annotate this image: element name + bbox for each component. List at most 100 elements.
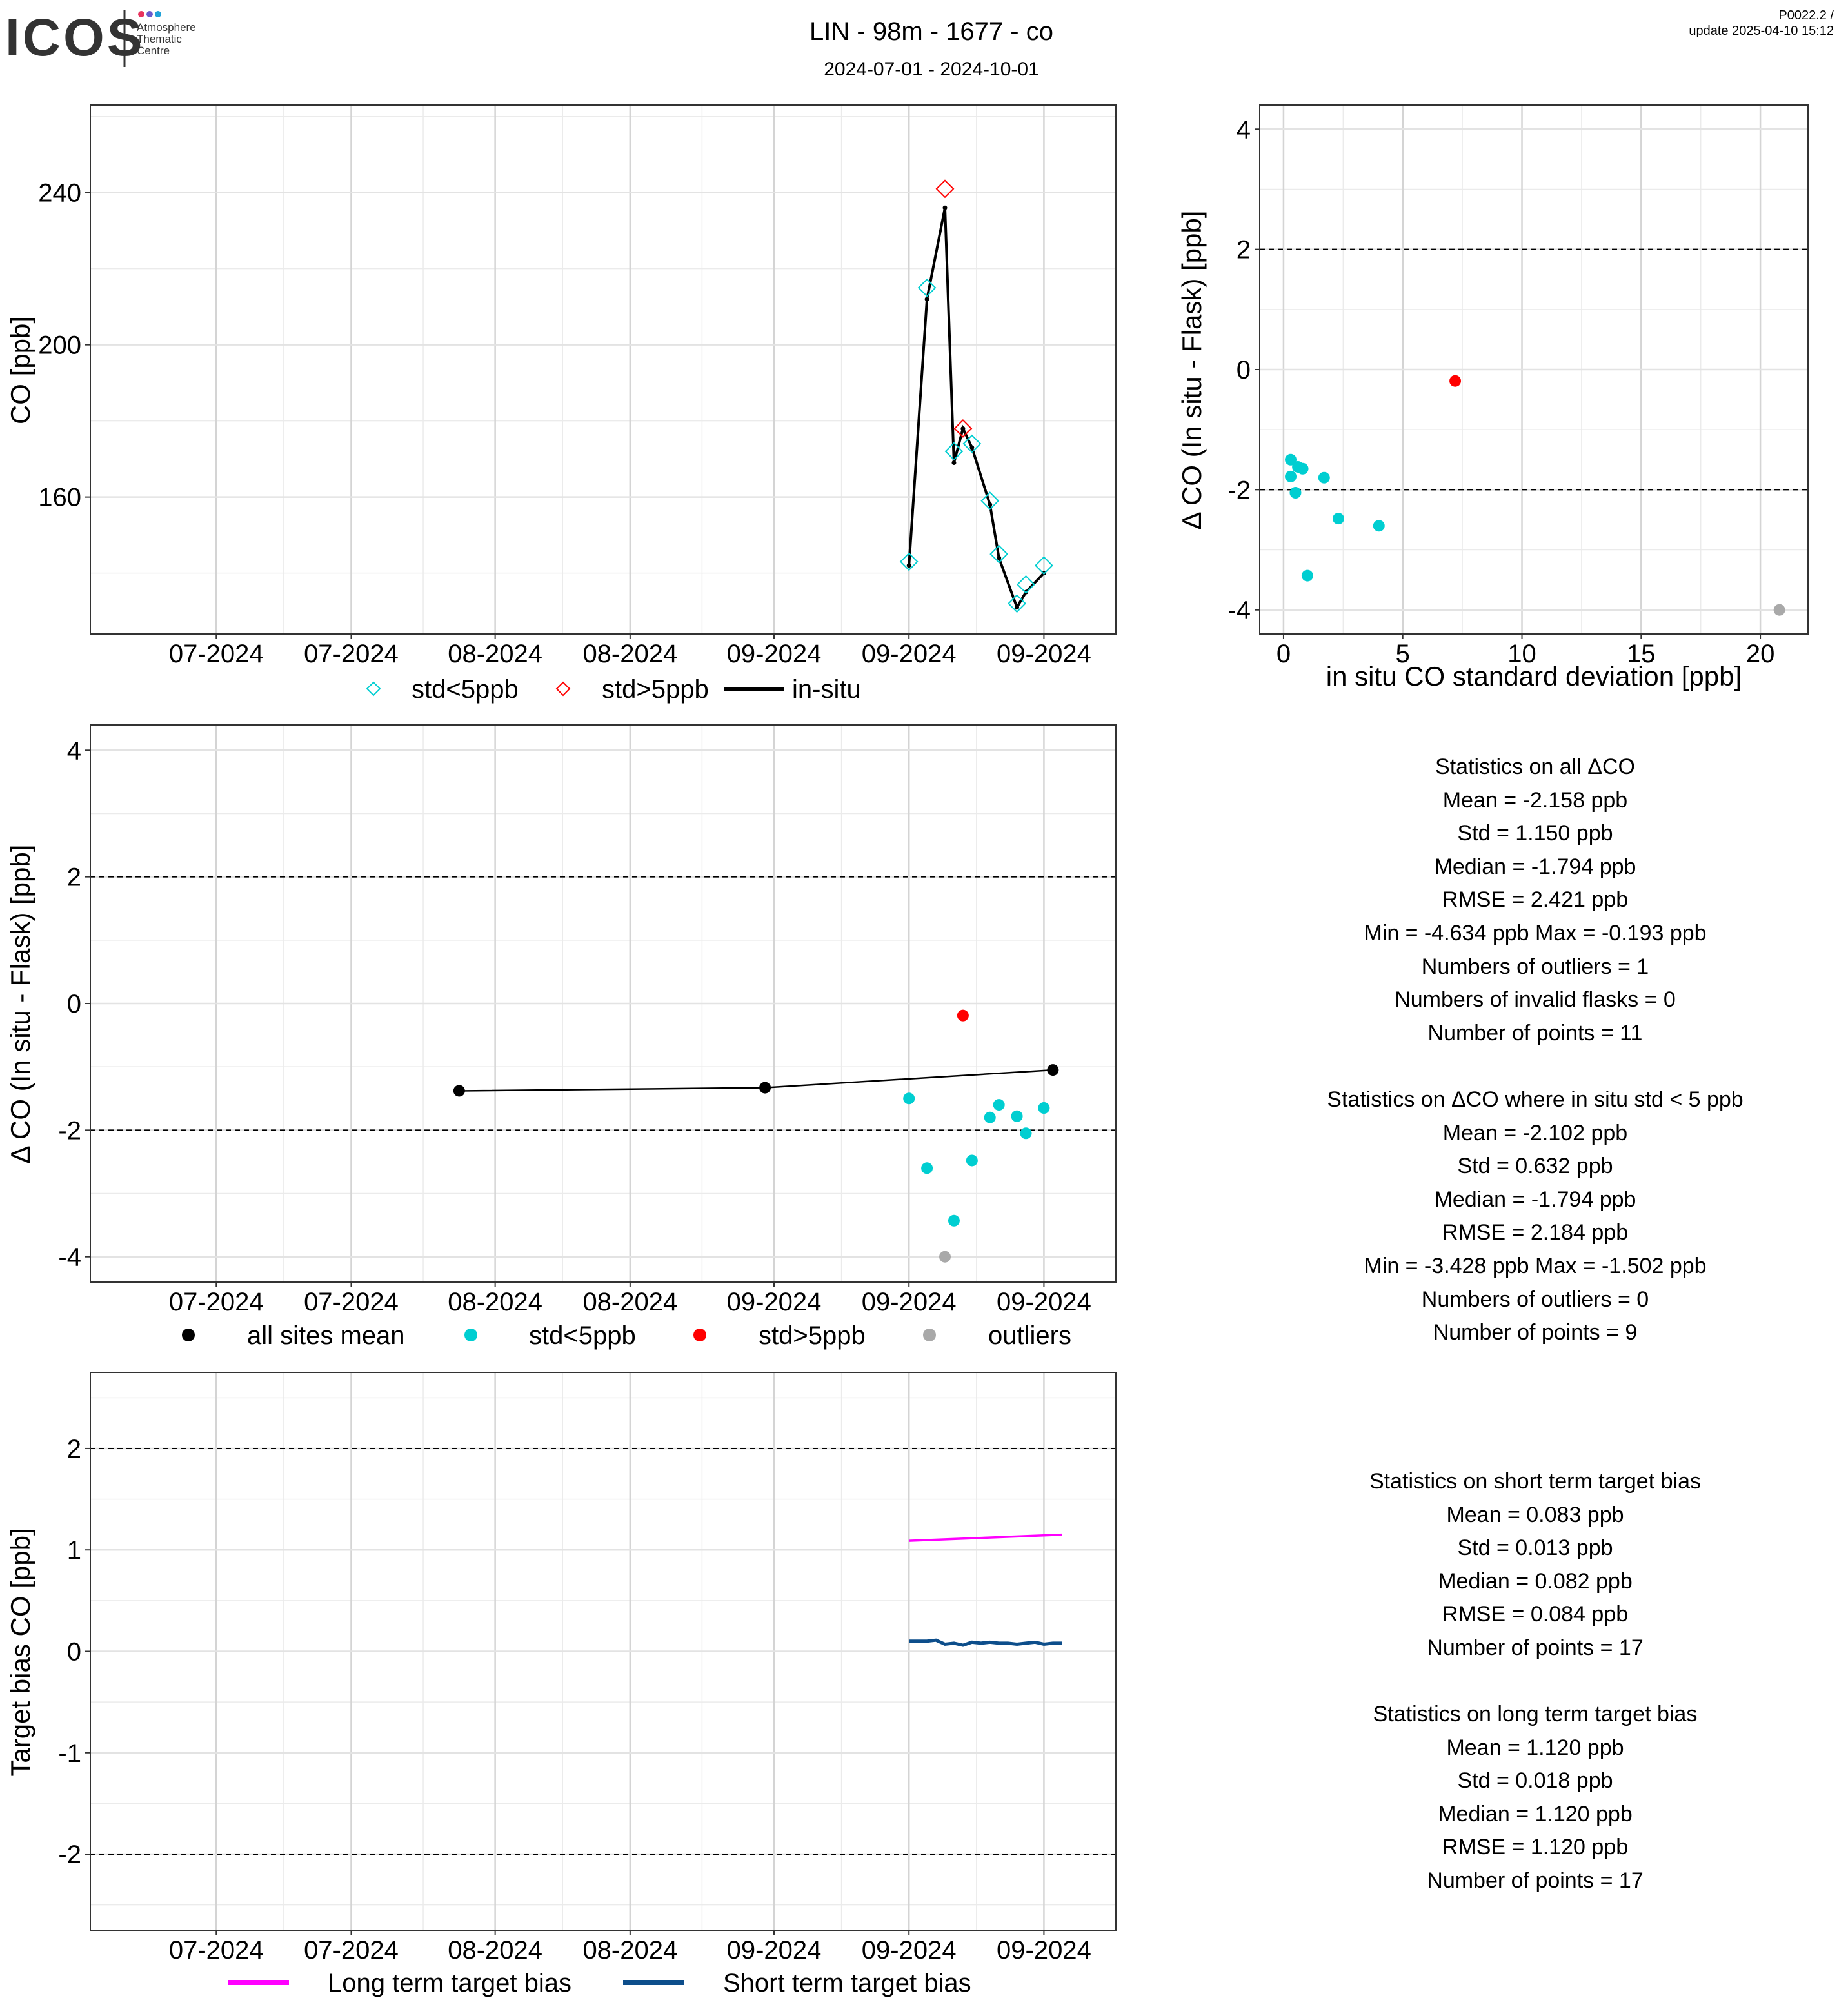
x-tick-label: 09-2024 (862, 1288, 957, 1316)
logo-dot-red (138, 11, 144, 17)
stats-line: Number of points = 11 (1427, 1020, 1643, 1045)
page-title: LIN - 98m - 1677 - co (810, 17, 1053, 46)
std-gt5-marker (935, 179, 955, 199)
logo-text: ICOS (5, 8, 144, 67)
stats-line: Median = 0.082 ppb (1438, 1568, 1633, 1594)
product-code: P0022.2 / (1778, 8, 1834, 23)
stats-short-term-bias: Statistics on short term target bias Mea… (1277, 1465, 1793, 1665)
delta-ylabel: Δ CO (In situ - Flask) [ppb] (5, 845, 35, 1164)
std-lt5-point (948, 1214, 960, 1227)
std-lt5-point (903, 1092, 915, 1105)
all-sites-mean-point (759, 1082, 771, 1094)
stats-line: Number of points = 17 (1427, 1868, 1644, 1893)
x-tick-label: 09-2024 (997, 1288, 1091, 1316)
delta-legend: all sites mean std<5ppb std>5ppb outlier… (182, 1321, 1071, 1350)
x-tick-label: 07-2024 (304, 1936, 399, 1964)
stats-line: Min = -4.634 ppb Max = -0.193 ppb (1364, 920, 1707, 945)
stats-title: Statistics on all ΔCO (1435, 755, 1635, 779)
legend-marker-std-lt5 (464, 1329, 477, 1341)
std-lt5-point (1289, 487, 1302, 499)
y-tick-label: 2 (67, 864, 81, 892)
stats-line: Number of points = 9 (1433, 1320, 1638, 1345)
stats-title: Statistics on ΔCO where in situ std < 5 … (1327, 1087, 1744, 1112)
y-tick-label: -2 (1227, 476, 1251, 504)
stats-line: Numbers of outliers = 1 (1421, 954, 1649, 979)
y-tick-label: 4 (1237, 115, 1251, 144)
short-term-bias-line (909, 1638, 1062, 1647)
y-tick-label: -1 (58, 1739, 81, 1768)
in-situ-point (942, 205, 948, 210)
x-tick-label: 09-2024 (727, 1936, 822, 1964)
stats-line: RMSE = 2.421 ppb (1442, 887, 1629, 913)
stats-long-term-bias: Statistics on long term target bias Mean… (1277, 1698, 1793, 1898)
stats-line: Median = 1.120 ppb (1438, 1801, 1633, 1826)
std-lt5-point (966, 1154, 978, 1167)
y-tick-label: 240 (38, 179, 81, 208)
stats-line: Numbers of outliers = 0 (1421, 1287, 1649, 1312)
std-lt5-point (984, 1111, 996, 1123)
in-situ-point (960, 426, 966, 431)
stats-line: Number of points = 17 (1427, 1635, 1644, 1660)
co-timeseries-panel: 160 200 240 07-2024 07-2024 08-2024 08-2024 09-… (38, 104, 1117, 668)
std-lt5-point (1285, 453, 1297, 466)
y-tick-label: 0 (1237, 356, 1251, 384)
x-tick-label: 08-2024 (448, 1288, 542, 1316)
stats-line: RMSE = 0.084 ppb (1442, 1602, 1629, 1627)
x-tick-label: 0 (1277, 640, 1291, 668)
legend-marker-all-sites-mean (182, 1329, 195, 1341)
std-lt5-point (993, 1099, 1005, 1111)
co-ylabel: CO [ppb] (5, 316, 35, 424)
stats-line: RMSE = 1.120 ppb (1442, 1835, 1629, 1860)
all-sites-mean-point (453, 1085, 465, 1097)
legend-label-std-lt5: std<5ppb (529, 1321, 636, 1350)
std-lt5-marker (917, 278, 937, 297)
logo-sub-2: Thematic (137, 33, 182, 45)
x-tick-label: 08-2024 (582, 1936, 677, 1964)
std-lt5-marker (980, 491, 1000, 510)
in-situ-point (988, 502, 993, 507)
std-gt5-point (1449, 375, 1462, 387)
std-lt5-marker (962, 434, 982, 453)
in-situ-point (951, 460, 957, 466)
stats-line: Numbers of invalid flasks = 0 (1395, 987, 1676, 1013)
logo-dot-blue (155, 11, 161, 17)
x-tick-label: 20 (1746, 640, 1775, 668)
logo-sub-3: Centre (137, 44, 170, 57)
legend-marker-outliers (923, 1329, 936, 1341)
std-lt5-point (1332, 513, 1344, 525)
stats-line: Min = -3.428 ppb Max = -1.502 ppb (1364, 1253, 1707, 1278)
bias-ylabel: Target bias CO [ppb] (5, 1528, 35, 1776)
std-lt5-marker (899, 552, 919, 571)
x-tick-label: 10 (1507, 640, 1536, 668)
scatter-ylabel: Δ CO (In situ - Flask) [ppb] (1177, 211, 1207, 530)
y-tick-label: -4 (1227, 597, 1251, 625)
stats-line: Mean = -2.102 ppb (1442, 1120, 1628, 1145)
std-lt5-point (1297, 462, 1309, 475)
legend-marker-std-gt5 (693, 1329, 706, 1341)
x-tick-label: 09-2024 (862, 1936, 957, 1964)
in-situ-point (969, 445, 975, 450)
std-lt5-point (1301, 569, 1313, 582)
legend-marker-std-gt5 (555, 681, 571, 697)
legend-marker-std-lt5 (366, 681, 381, 697)
std-lt5-point (1318, 471, 1330, 484)
y-tick-label: -2 (58, 1841, 81, 1869)
stats-delta-std5: Statistics on ΔCO where in situ std < 5 … (1277, 1083, 1793, 1350)
long-term-bias-line (909, 1533, 1062, 1542)
x-tick-label: 07-2024 (169, 640, 264, 668)
plot-border (90, 104, 1117, 635)
x-tick-label: 08-2024 (448, 640, 542, 668)
stats-title: Statistics on long term target bias (1373, 1702, 1698, 1726)
logo-sub-1: Atmosphere (137, 21, 196, 34)
y-tick-label: -2 (58, 1116, 81, 1145)
y-tick-label: -4 (58, 1243, 81, 1272)
stats-line: Mean = 1.120 ppb (1446, 1735, 1624, 1760)
update-timestamp: update 2025-04-10 15:12 (1689, 24, 1834, 38)
legend-label-in-situ: in-situ (792, 675, 861, 704)
std-lt5-point (1285, 470, 1297, 482)
x-tick-label: 08-2024 (582, 1288, 677, 1316)
stats-line: Std = 0.632 ppb (1457, 1154, 1613, 1179)
stats-line: Mean = -2.158 ppb (1442, 787, 1628, 813)
x-tick-label: 09-2024 (862, 640, 957, 668)
